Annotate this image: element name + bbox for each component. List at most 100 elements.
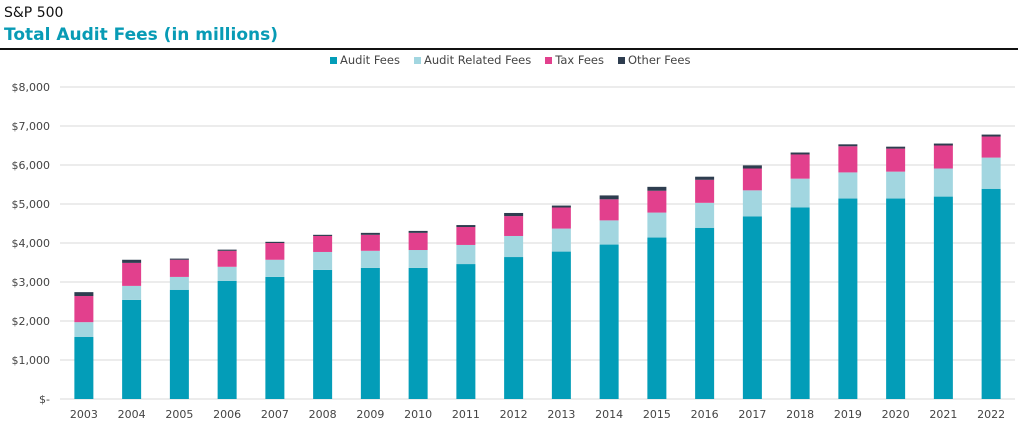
bar-segment-other-fees — [647, 186, 667, 191]
bar-segment-audit-related-fees — [122, 285, 142, 300]
bar-segment-audit-fees — [551, 251, 571, 399]
bar-segment-audit-related-fees — [313, 251, 333, 270]
x-tick-label: 2022 — [977, 408, 1005, 421]
bar-segment-tax-fees — [408, 232, 428, 251]
title-divider — [0, 48, 1018, 50]
bar-segment-other-fees — [408, 230, 428, 233]
y-tick-label: $8,000 — [12, 81, 51, 94]
bar-segment-audit-related-fees — [838, 172, 858, 199]
bar-segment-other-fees — [695, 176, 715, 180]
x-tick-label: 2006 — [213, 408, 241, 421]
bar-segment-other-fees — [886, 146, 906, 149]
bar-segment-other-fees — [217, 249, 237, 251]
bar-segment-tax-fees — [838, 146, 858, 173]
bar-segment-audit-related-fees — [265, 259, 285, 277]
bar-segment-other-fees — [122, 259, 142, 263]
bar-segment-audit-related-fees — [599, 220, 619, 245]
bar-segment-other-fees — [360, 232, 380, 235]
bar-segment-audit-fees — [360, 267, 380, 399]
legend-label: Audit Fees — [340, 53, 400, 67]
legend-label: Tax Fees — [555, 53, 604, 67]
bar-segment-tax-fees — [122, 262, 142, 286]
bar-segment-tax-fees — [981, 136, 1001, 158]
x-tick-label: 2016 — [691, 408, 719, 421]
bar-segment-other-fees — [551, 205, 571, 208]
x-tick-label: 2017 — [738, 408, 766, 421]
x-tick-label: 2015 — [643, 408, 671, 421]
bar-segment-tax-fees — [790, 154, 810, 179]
bar-segment-tax-fees — [74, 296, 94, 323]
x-tick-label: 2009 — [356, 408, 384, 421]
bar-segment-audit-fees — [408, 267, 428, 399]
bar-segment-audit-related-fees — [217, 266, 237, 281]
bar-segment-tax-fees — [504, 216, 524, 236]
bar-segment-audit-fees — [313, 269, 333, 399]
bar-segment-audit-related-fees — [981, 157, 1001, 189]
bar-segment-tax-fees — [456, 227, 476, 245]
x-tick-label: 2011 — [452, 408, 480, 421]
bar-segment-tax-fees — [551, 207, 571, 229]
y-tick-label: $5,000 — [12, 198, 51, 211]
legend-swatch — [545, 56, 553, 64]
bar-segment-tax-fees — [742, 168, 762, 191]
y-tick-label: $7,000 — [12, 120, 51, 133]
bar-segment-audit-fees — [695, 227, 715, 399]
x-tick-label: 2014 — [595, 408, 623, 421]
bar-segment-audit-fees — [647, 237, 667, 399]
x-tick-label: 2020 — [882, 408, 910, 421]
x-tick-label: 2007 — [261, 408, 289, 421]
bar-segment-audit-related-fees — [360, 250, 380, 268]
x-tick-label: 2012 — [500, 408, 528, 421]
bar-segment-other-fees — [599, 195, 619, 200]
bar-segment-audit-related-fees — [456, 244, 476, 265]
bar-segment-audit-fees — [790, 207, 810, 399]
bar-segment-tax-fees — [360, 234, 380, 251]
chart-supertitle: S&P 500 — [4, 5, 64, 21]
bar-segment-audit-fees — [217, 280, 237, 399]
bar-segment-audit-fees — [933, 196, 953, 399]
legend-item: Audit Fees — [330, 53, 400, 67]
x-tick-label: 2004 — [118, 408, 146, 421]
bar-segment-audit-fees — [886, 198, 906, 399]
bar-segment-audit-fees — [74, 336, 94, 399]
x-tick-label: 2010 — [404, 408, 432, 421]
bar-segment-audit-related-fees — [742, 190, 762, 217]
legend: Audit Fees Audit Related Fees Tax Fees Othe… — [330, 53, 690, 67]
bar-segment-audit-fees — [169, 289, 189, 399]
bar-segment-tax-fees — [647, 190, 667, 213]
bar-segment-other-fees — [838, 144, 858, 147]
legend-item: Other Fees — [618, 53, 690, 67]
bar-segment-other-fees — [933, 143, 953, 146]
bar-segment-tax-fees — [933, 145, 953, 169]
x-tick-label: 2005 — [165, 408, 193, 421]
bar-segment-tax-fees — [313, 235, 333, 252]
bar-segment-audit-fees — [265, 276, 285, 399]
x-tick-label: 2003 — [70, 408, 98, 421]
bar-segment-audit-fees — [599, 244, 619, 399]
bar-segment-audit-fees — [981, 188, 1001, 399]
y-tick-label: $6,000 — [12, 159, 51, 172]
y-tick-label: $2,000 — [12, 315, 51, 328]
bar-segment-other-fees — [313, 234, 333, 236]
bar-segment-audit-related-fees — [886, 171, 906, 199]
bar-segment-tax-fees — [695, 179, 715, 203]
bar-segment-audit-related-fees — [74, 322, 94, 337]
bar-segment-other-fees — [74, 292, 94, 297]
bar-segment-audit-related-fees — [933, 168, 953, 197]
y-tick-label: $1,000 — [12, 354, 51, 367]
bar-segment-audit-related-fees — [504, 235, 524, 258]
bar-segment-audit-related-fees — [169, 276, 189, 290]
bar-segment-audit-related-fees — [551, 228, 571, 252]
bar-segment-tax-fees — [599, 199, 619, 221]
y-tick-label: $- — [39, 393, 50, 406]
legend-swatch — [413, 56, 421, 64]
bar-segment-other-fees — [169, 258, 189, 260]
legend-swatch — [618, 56, 625, 64]
bar-segment-audit-fees — [456, 264, 476, 399]
legend-label: Other Fees — [628, 53, 691, 67]
legend-item: Audit Related Fees — [413, 53, 531, 67]
bar-segment-audit-fees — [742, 216, 762, 399]
bar-segment-audit-related-fees — [408, 250, 428, 268]
bar-segment-audit-related-fees — [790, 178, 810, 208]
